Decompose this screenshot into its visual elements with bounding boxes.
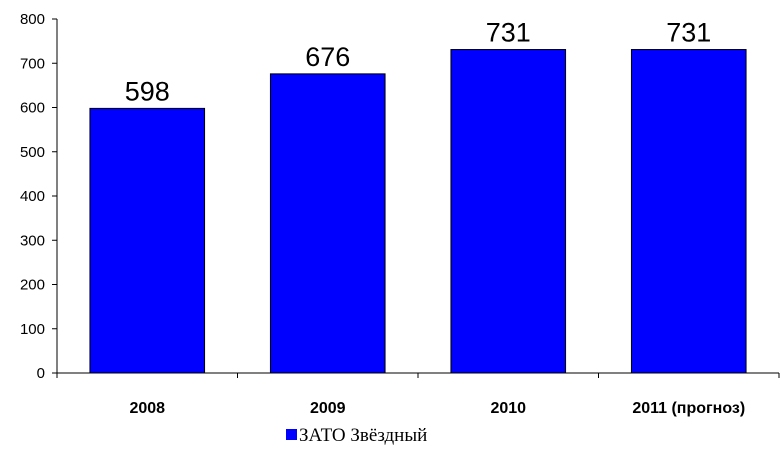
x-tick-label: 2009 (310, 400, 346, 417)
x-tick-label: 2008 (129, 400, 165, 417)
y-tick-label: 200 (20, 277, 45, 294)
y-tick-label: 400 (20, 188, 45, 205)
data-label: 676 (305, 42, 350, 72)
y-tick-label: 800 (20, 11, 45, 28)
x-tick-label: 2010 (490, 400, 526, 417)
legend-swatch (286, 429, 297, 440)
bars (89, 49, 747, 374)
y-tick-label: 700 (20, 55, 45, 72)
y-axis: 0 100 200 300 400 500 600 700 800 (20, 11, 58, 382)
bar (269, 73, 386, 374)
legend-label: ЗАТО Звёздный (299, 425, 427, 446)
y-tick-label: 500 (20, 144, 45, 161)
data-label: 598 (125, 76, 170, 106)
y-tick-label: 100 (20, 321, 45, 338)
legend: ЗАТО Звёздный (286, 425, 427, 446)
data-label: 731 (666, 18, 711, 48)
bar (89, 107, 206, 374)
bar (630, 49, 747, 374)
y-tick-label: 600 (20, 100, 45, 117)
y-tick-label: 300 (20, 232, 45, 249)
y-tick-label: 0 (37, 365, 45, 382)
bar (450, 49, 567, 374)
data-label: 731 (486, 18, 531, 48)
data-labels: 598 676 731 731 (125, 18, 712, 107)
x-axis: 2008 2009 2010 2011 (прогноз) (56, 372, 780, 417)
x-tick-label: 2011 (прогноз) (632, 400, 745, 417)
